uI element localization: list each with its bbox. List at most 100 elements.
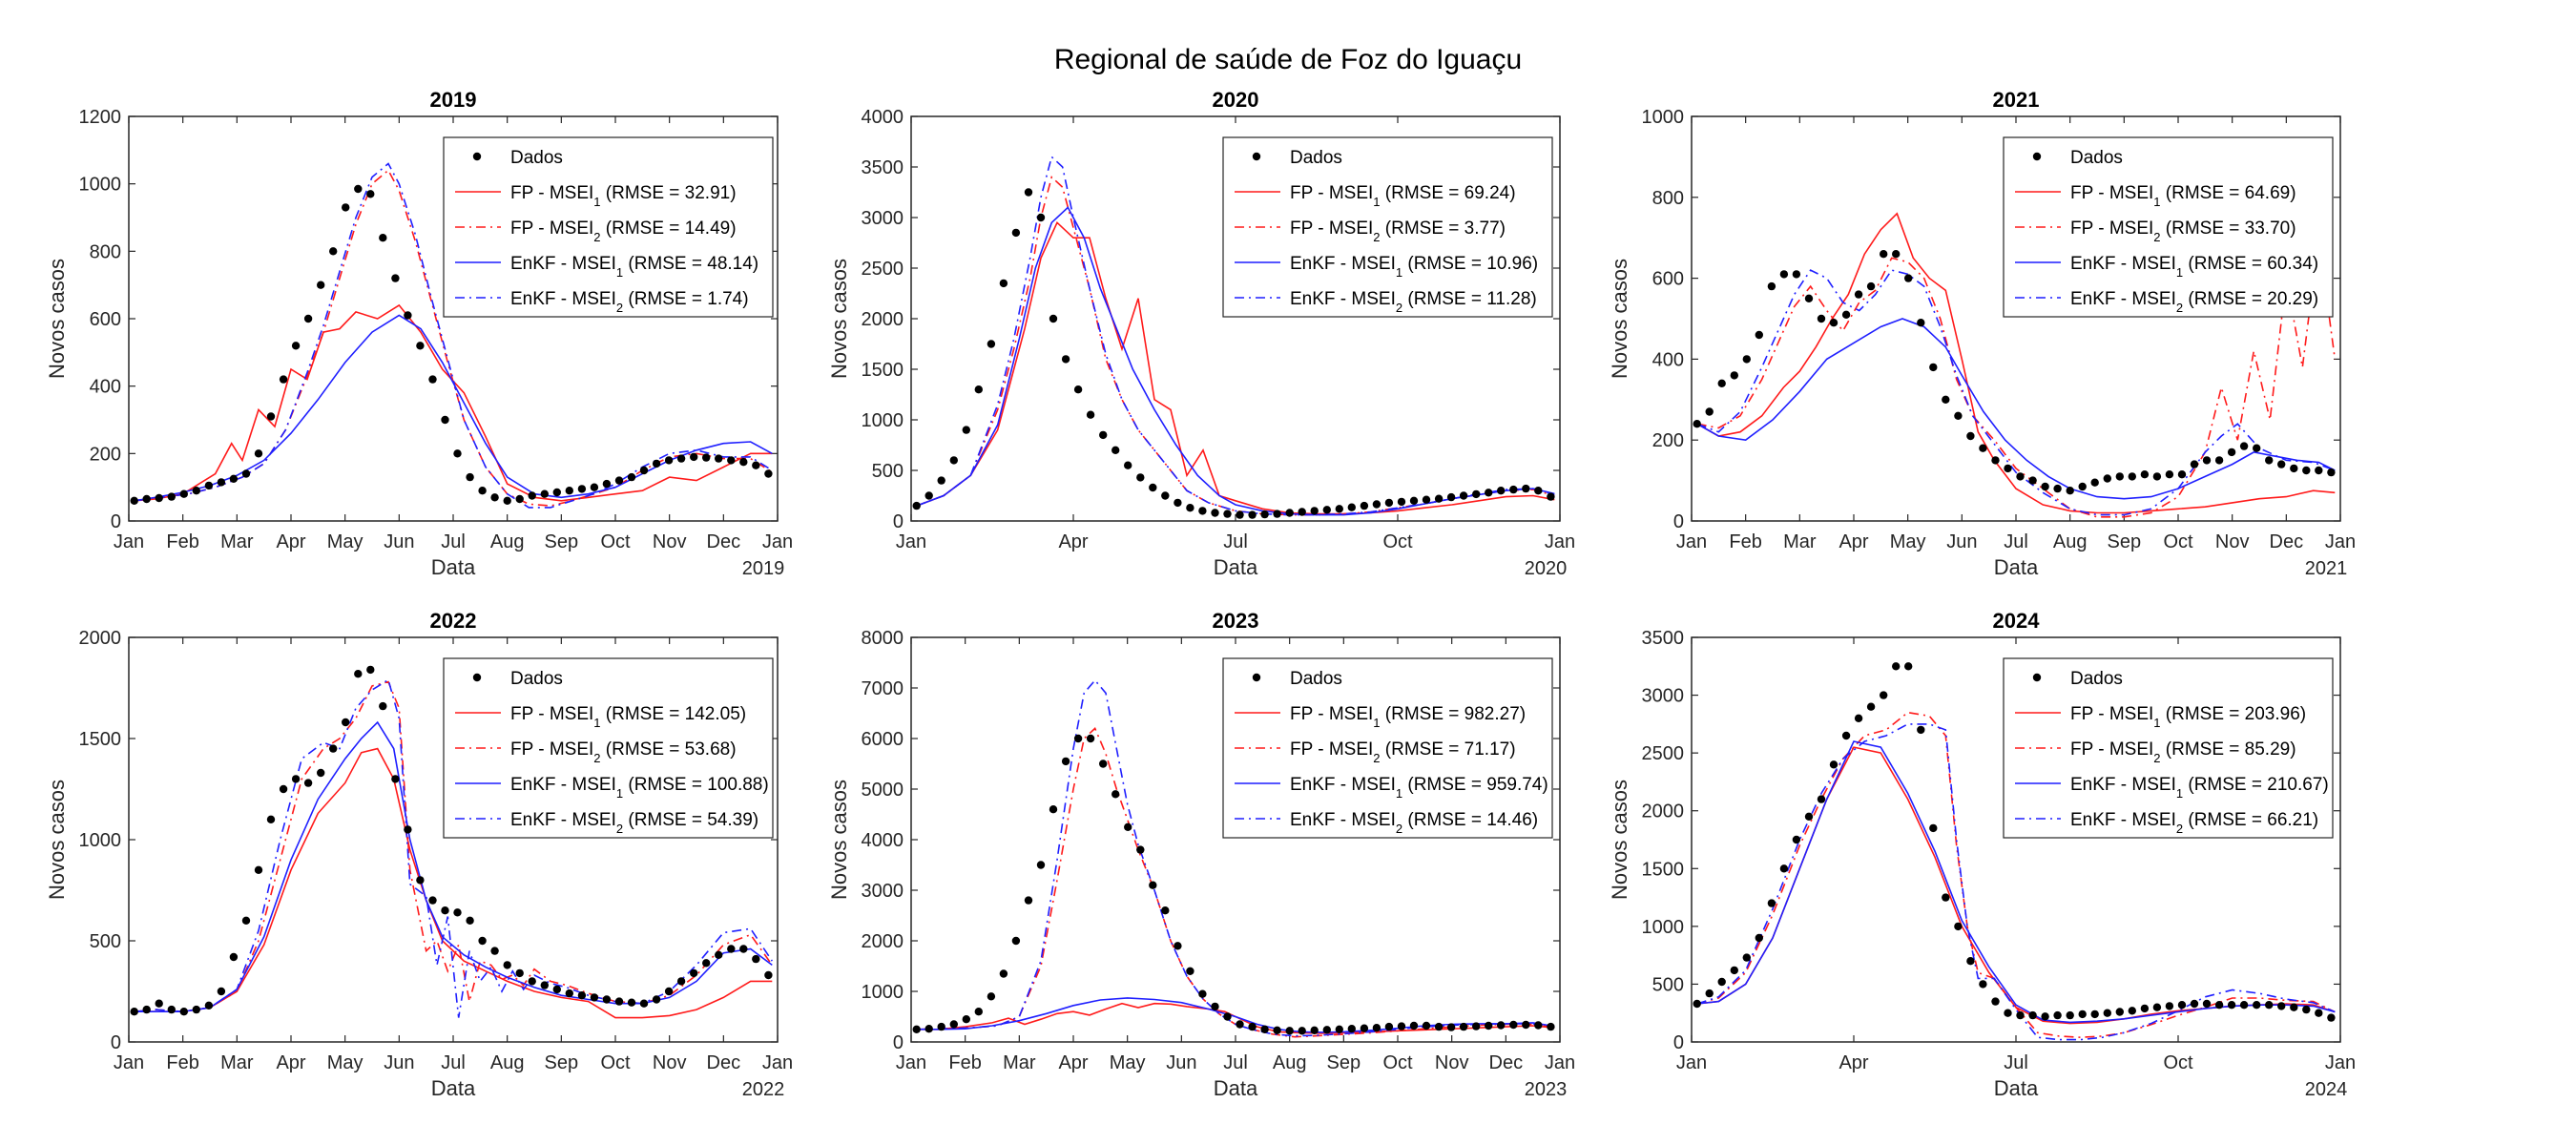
data-point (764, 970, 773, 980)
x-tick-label: May (327, 531, 364, 552)
data-point (217, 478, 226, 487)
data-point (2227, 448, 2236, 457)
legend-rmse: (RMSE = 20.29) (2183, 289, 2318, 309)
legend-subscript: 1 (593, 195, 600, 209)
y-tick-label: 1000 (79, 175, 122, 196)
data-point (2190, 460, 2199, 468)
legend-subscript: 2 (1396, 301, 1402, 315)
x-tick-label: May (1890, 531, 1926, 552)
legend-rmse: (RMSE = 85.29) (2161, 739, 2296, 760)
y-tick-label: 2000 (1642, 802, 1685, 822)
data-point (1904, 662, 1913, 671)
data-point (974, 1008, 983, 1016)
legend-subscript: 1 (2176, 786, 2183, 801)
data-point (764, 469, 773, 478)
data-point (1792, 835, 1801, 844)
data-point (130, 1008, 138, 1016)
y-tick-label: 1500 (79, 729, 122, 750)
data-point (1322, 506, 1332, 514)
data-point (490, 947, 499, 955)
data-point (2290, 464, 2298, 473)
x-tick-label: Jul (1223, 1052, 1248, 1073)
data-point (1817, 314, 1826, 323)
y-tick-label: 3000 (862, 208, 904, 229)
data-point (2115, 472, 2124, 481)
legend-marker (1252, 673, 1261, 682)
data-point (2128, 472, 2136, 481)
data-point (155, 493, 163, 503)
data-point (2227, 1001, 2236, 1010)
data-point (2128, 1007, 2136, 1015)
y-tick-label: 4000 (862, 107, 904, 128)
data-point (1942, 395, 1950, 404)
data-point (1742, 355, 1752, 364)
data-point (1534, 1021, 1543, 1030)
legend-subscript: 1 (1373, 195, 1380, 209)
x-tick-label: Dec (707, 1052, 741, 1073)
y-tick-label: 0 (893, 1032, 904, 1053)
data-point (1161, 491, 1170, 500)
legend-rmse: (RMSE = 3.77) (1381, 219, 1506, 239)
data-point (1273, 510, 1281, 518)
data-point (2327, 1013, 2336, 1022)
legend-rmse: (RMSE = 69.24) (1381, 183, 1516, 203)
data-point (229, 952, 239, 962)
x-tick-label: Jan (114, 531, 144, 552)
data-point (1954, 411, 1963, 420)
data-point (366, 665, 375, 675)
data-point (2090, 1010, 2099, 1019)
data-point (727, 945, 736, 953)
data-point (1509, 485, 1518, 494)
data-point (602, 995, 612, 1004)
data-point (1174, 942, 1182, 950)
x-tick-label: Jun (1166, 1052, 1196, 1073)
y-tick-label: 3500 (1642, 628, 1685, 649)
data-point (676, 977, 686, 986)
data-point (702, 959, 711, 968)
y-tick-label: 2000 (79, 628, 122, 649)
data-point (2315, 1009, 2323, 1017)
x-tick-label: Jan (762, 1052, 793, 1073)
data-point (627, 472, 636, 482)
data-point (1892, 662, 1901, 671)
x-tick-label: Sep (545, 531, 579, 552)
legend-rmse: (RMSE = 100.88) (623, 775, 769, 795)
data-point (690, 452, 698, 462)
legend-marker (472, 152, 482, 161)
data-point (404, 311, 412, 320)
y-tick-label: 400 (1652, 349, 1684, 370)
data-point (987, 992, 996, 1001)
legend-subscript: 1 (616, 265, 623, 280)
y-axis-label: Novos casos (45, 780, 69, 900)
data-point (1248, 510, 1257, 519)
data-point (1174, 498, 1182, 508)
legend-rmse: (RMSE = 66.21) (2183, 810, 2318, 830)
data-point (1061, 355, 1070, 364)
data-point (1817, 795, 1826, 803)
data-point (2115, 1008, 2124, 1016)
x-tick-label: Jul (2004, 1052, 2028, 1073)
x-tick-label: Apr (1058, 531, 1088, 552)
y-tick-label: 7000 (862, 678, 904, 699)
data-point (478, 936, 487, 946)
data-point (2140, 1004, 2150, 1013)
data-point (466, 916, 474, 925)
series-line-0 (916, 220, 1555, 515)
data-point (1124, 461, 1132, 469)
data-point (354, 670, 363, 678)
data-point (2327, 468, 2336, 477)
series-line-0 (916, 1002, 1555, 1034)
data-point (2177, 470, 2187, 479)
legend-subscript: 1 (1396, 786, 1402, 801)
data-point (1991, 997, 2000, 1006)
data-point (1049, 805, 1058, 814)
data-point (2214, 456, 2224, 465)
data-point (2041, 1012, 2049, 1021)
data-point (1149, 881, 1157, 889)
data-point (1446, 492, 1456, 502)
data-point (1472, 489, 1481, 499)
data-point (303, 779, 313, 787)
x-tick-label: Jan (1545, 531, 1575, 552)
x-tick-label: Jun (384, 531, 414, 552)
